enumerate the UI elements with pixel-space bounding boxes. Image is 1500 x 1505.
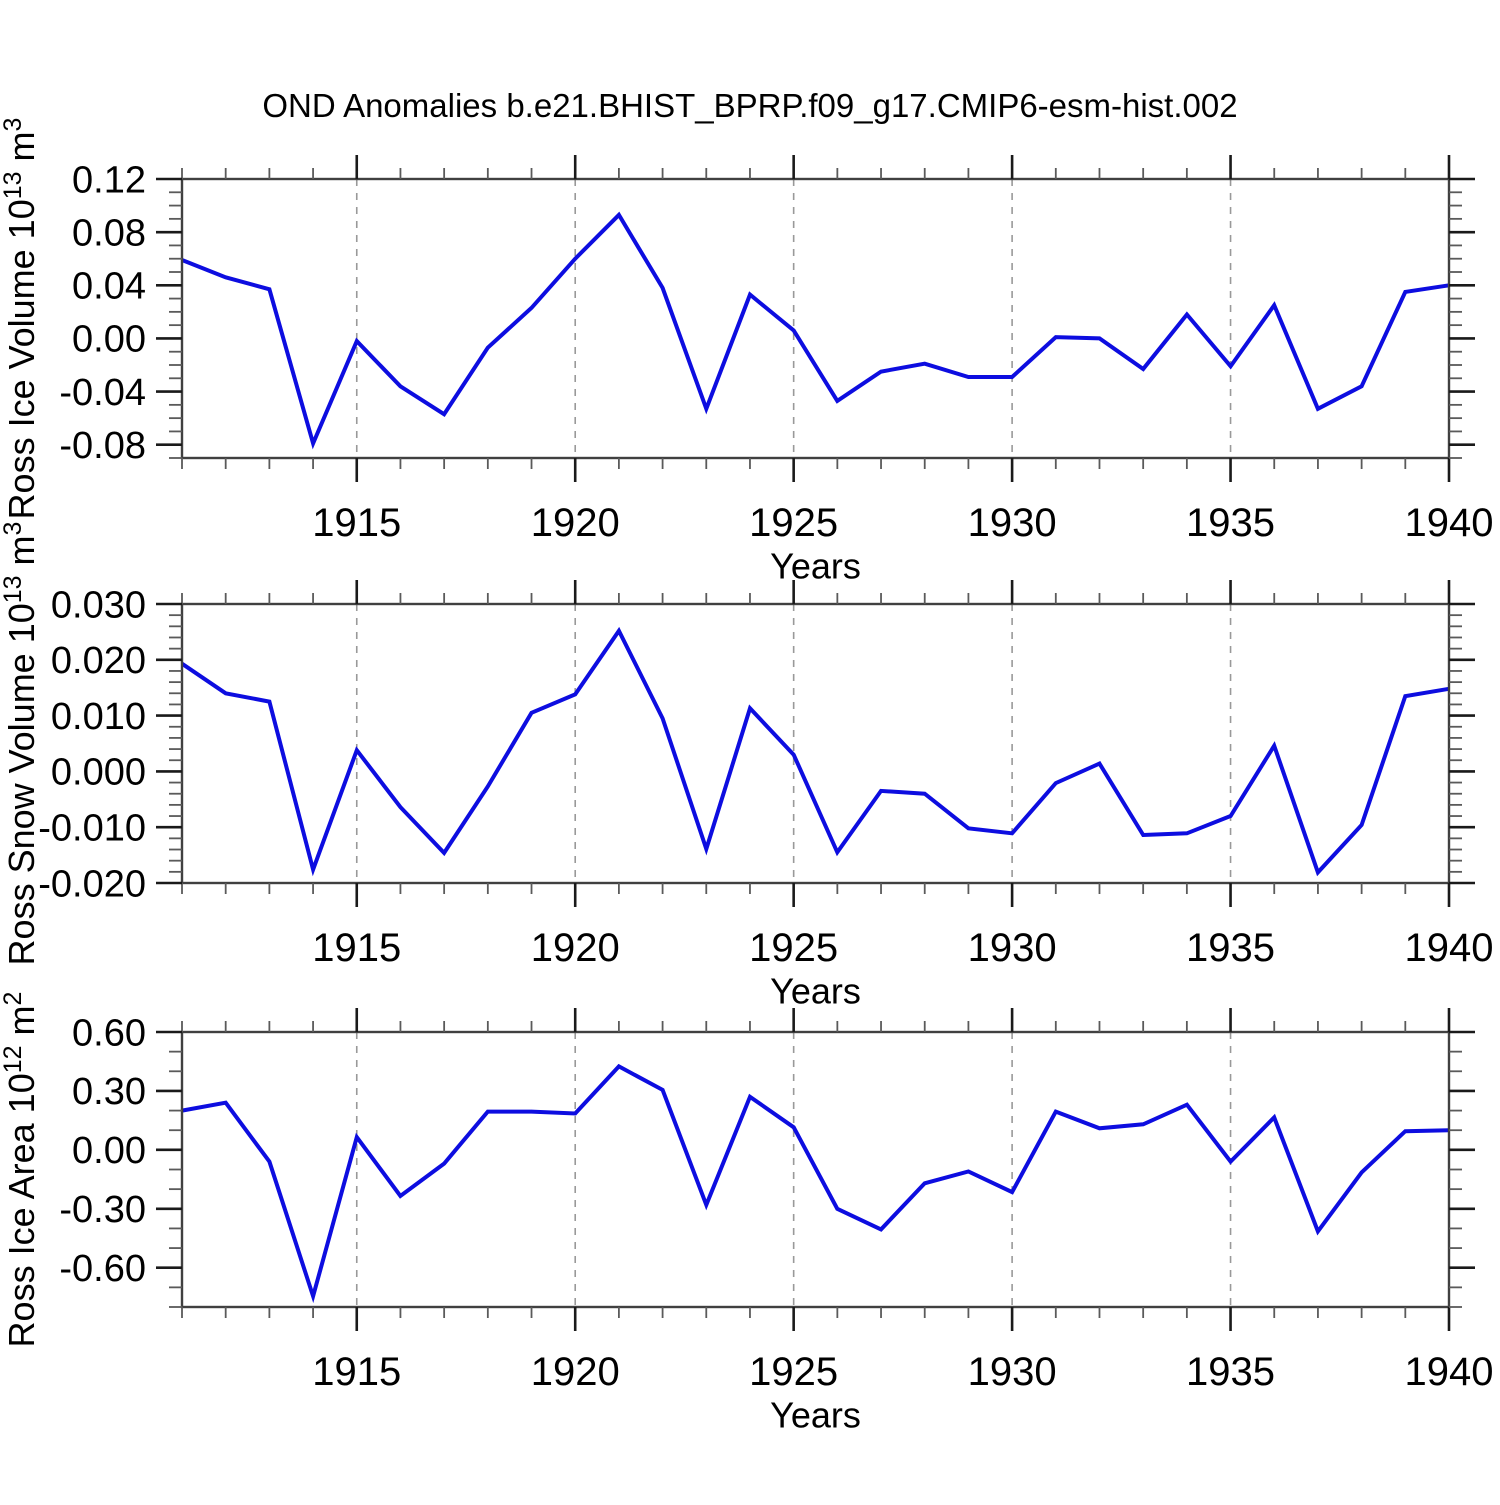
x-tick-label: 1935 [1186,1350,1275,1394]
chart-title: OND Anomalies b.e21.BHIST_BPRP.f09_g17.C… [262,87,1237,124]
x-tick-label: 1915 [312,1350,401,1394]
y-tick-label: -0.08 [59,425,146,467]
x-axis-label: Years [770,971,861,1012]
y-tick-label: -0.04 [59,372,146,414]
x-tick-label: 1920 [531,501,620,545]
y-axis-label: Ross Snow Volume 1013 m3 [0,522,42,966]
y-tick-label: 0.00 [72,1130,146,1172]
panel-ross-snow-volume: 0.030 0.020 0.010 0.000 -0.010 -0.020 1915 1920… [0,522,1493,1012]
x-axis-label: Years [770,1395,861,1436]
series-line-ross-snow-volume [180,626,1450,877]
plot-frame [180,602,1451,885]
y-tick-label: -0.30 [59,1189,146,1231]
x-tick-label: 1935 [1186,501,1275,545]
x-tick-label: 1940 [1405,926,1494,970]
y-tick-label: -0.020 [38,863,146,905]
y-tick-label: 0.60 [72,1012,146,1054]
x-tick-label: 1930 [968,501,1057,545]
y-axis-label: Ross Ice Volume 1013 m3 [0,118,42,520]
panel-ross-ice-area: 0.60 0.30 0.00 -0.30 -0.60 1915 1920 1925 1930 19… [0,992,1493,1436]
x-tick-label: 1925 [749,926,838,970]
y-tick-label: 0.12 [72,159,146,201]
y-tick-label: 0.08 [72,212,146,254]
y-tick-label: 0.020 [51,640,146,682]
series-line-ross-ice-area [181,1063,1450,1304]
x-tick-label: 1920 [531,1350,620,1394]
y-tick-label: 0.00 [72,319,146,361]
x-tick-label: 1920 [531,926,620,970]
plot-frame [180,177,1451,460]
y-tick-label: 0.04 [72,266,146,308]
x-axis-label: Years [770,546,861,587]
y-tick-label: 0.010 [51,696,146,738]
panel-ross-ice-volume: 0.12 0.08 0.04 0.00 -0.04 -0.08 1915 1920 1925 19… [0,118,1493,587]
y-axis-label: Ross Ice Area 1012 m2 [0,992,42,1348]
x-tick-label: 1925 [749,1350,838,1394]
y-tick-label: 0.30 [72,1071,146,1113]
x-tick-label: 1930 [968,926,1057,970]
x-tick-label: 1925 [749,501,838,545]
x-tick-label: 1935 [1186,926,1275,970]
y-tick-label: -0.60 [59,1248,146,1290]
series-line-ross-ice-volume [181,211,1450,450]
y-tick-label: 0.030 [51,584,146,626]
x-tick-label: 1915 [312,501,401,545]
x-tick-label: 1930 [968,1350,1057,1394]
x-tick-label: 1940 [1405,1350,1494,1394]
x-tick-label: 1915 [312,926,401,970]
x-tick-label: 1940 [1405,501,1494,545]
y-tick-label: -0.010 [38,808,146,850]
y-tick-label: 0.000 [51,752,146,794]
